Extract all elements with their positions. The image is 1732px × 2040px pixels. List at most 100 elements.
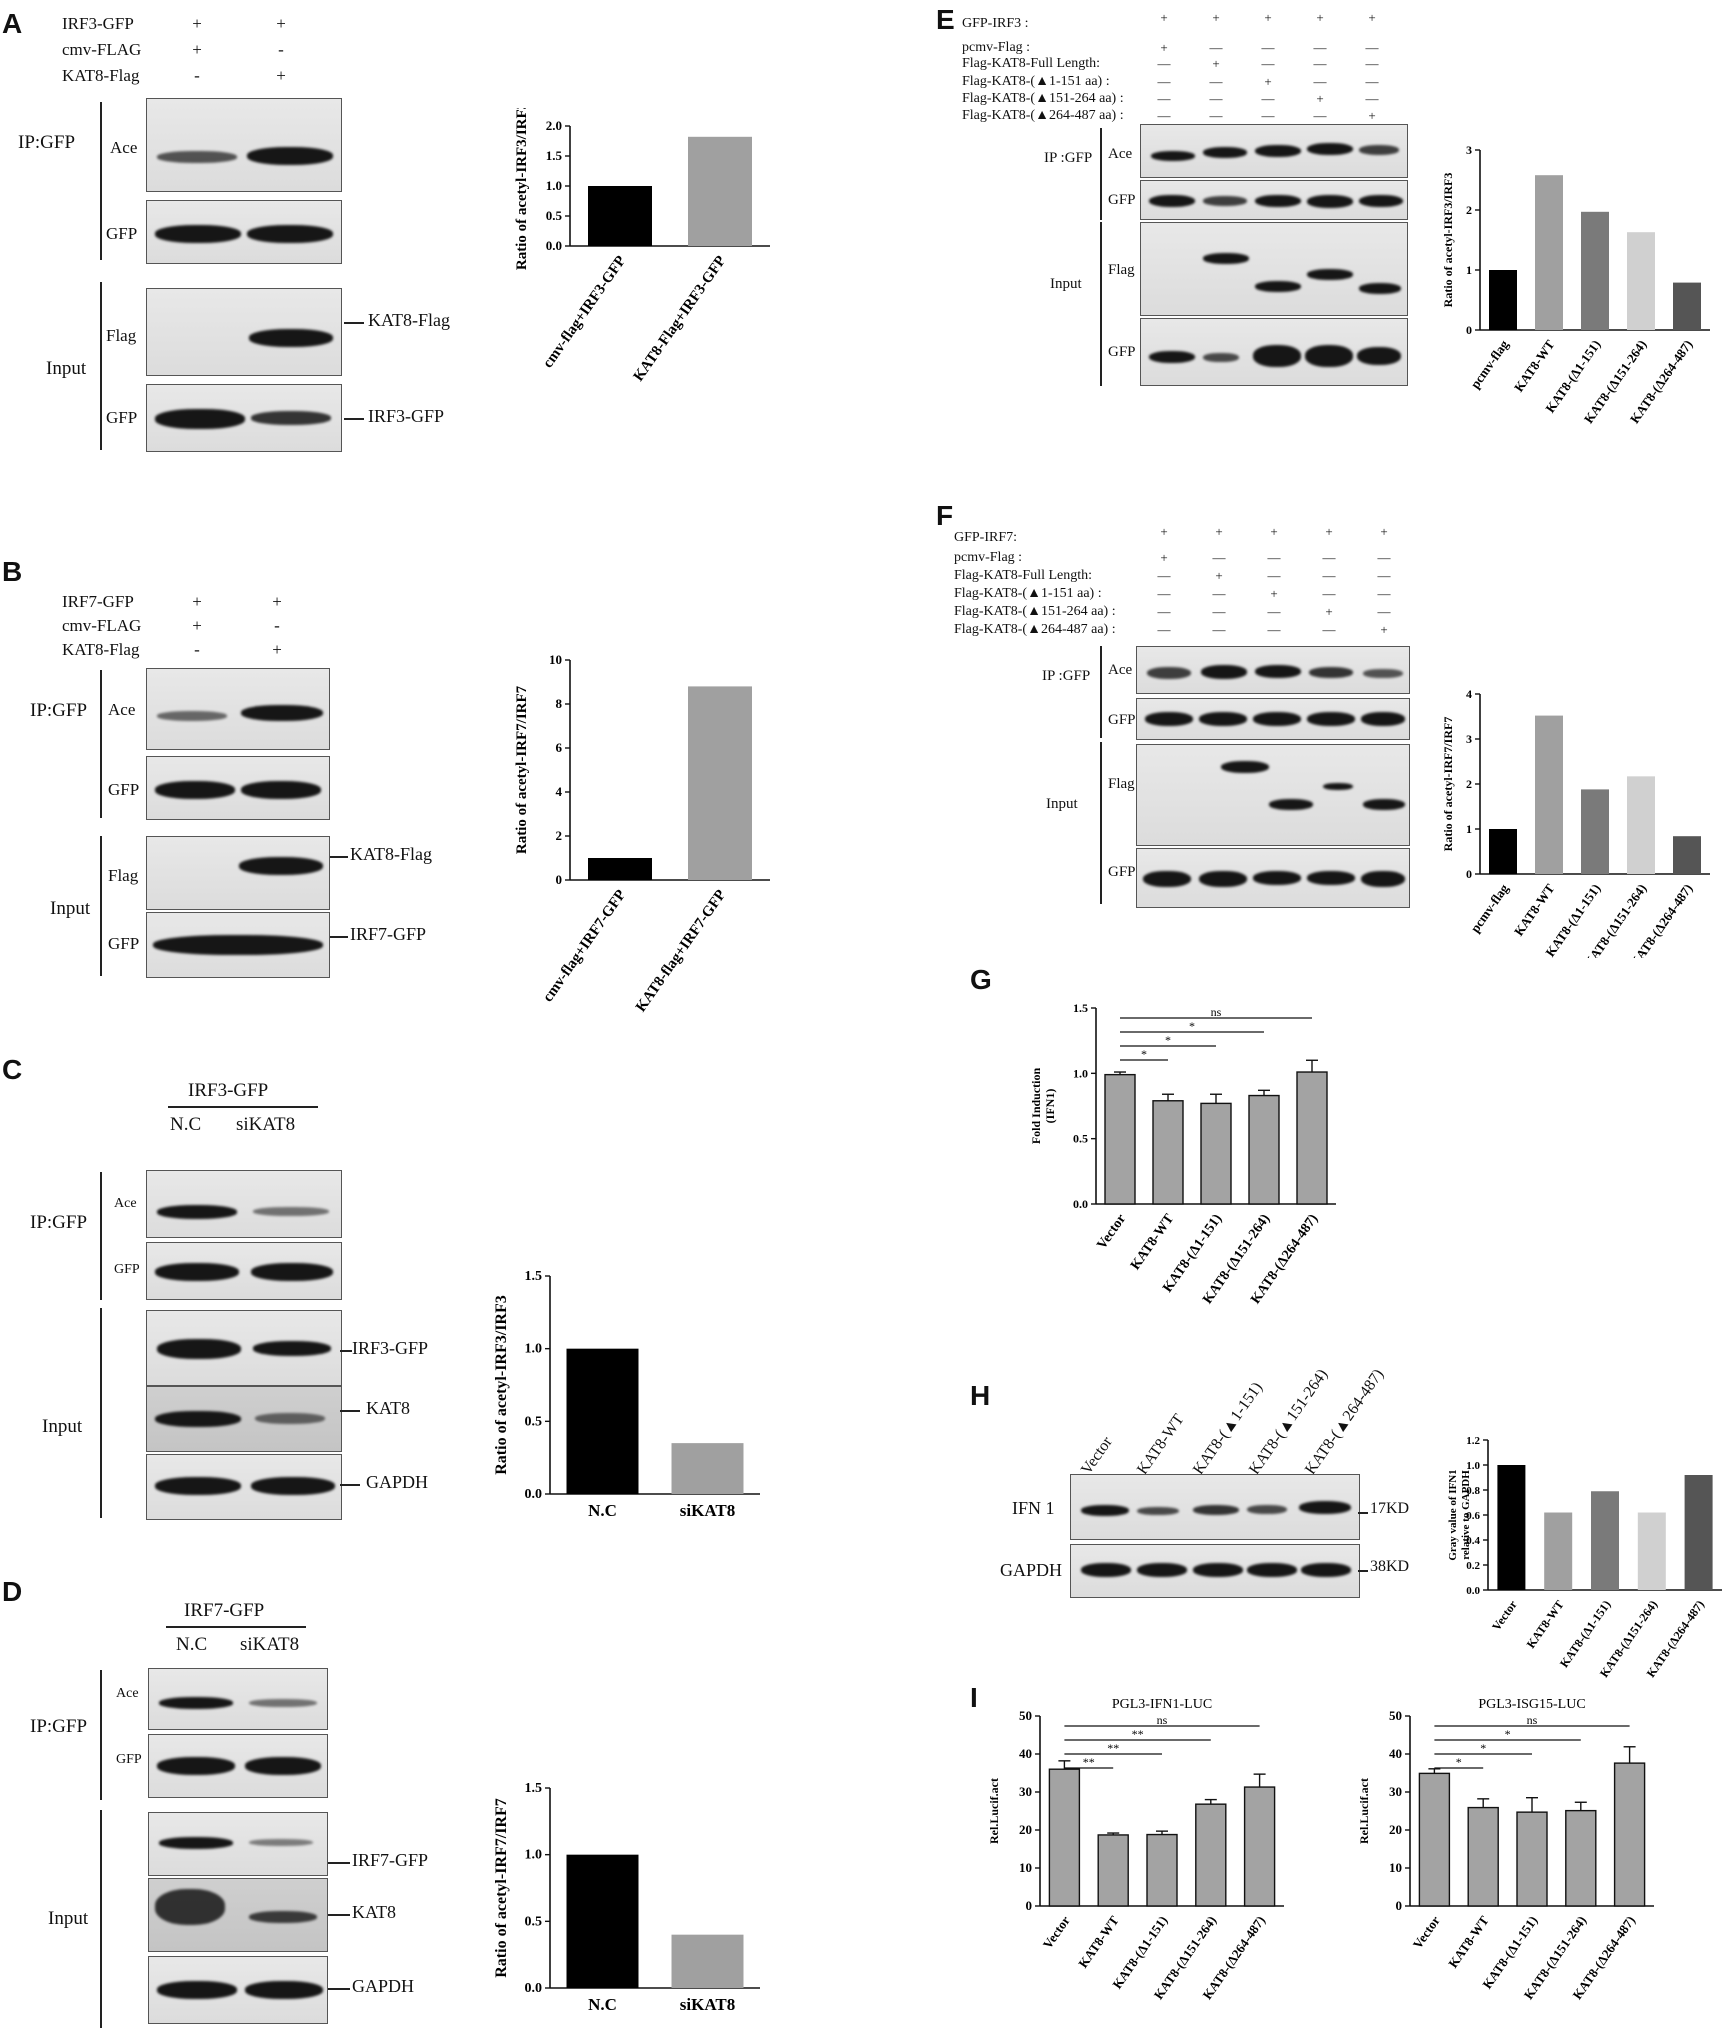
condition-sign: + — [1368, 108, 1376, 123]
significance-label: * — [1456, 1755, 1462, 1769]
bar — [1048, 1768, 1081, 1907]
condition-sign: — — [1322, 568, 1336, 583]
bar — [688, 686, 752, 880]
y-axis-label: Ratio of acetyl-IRF7/IRF7 — [493, 1798, 510, 1978]
y-tick-label: 1.0 — [525, 1848, 543, 1863]
y-tick-label: 2 — [556, 828, 563, 843]
condition-label: GFP-IRF7: — [954, 530, 1018, 545]
condition-sign: + — [272, 640, 282, 659]
panel-label-F: F — [936, 500, 954, 531]
band-pointer — [1358, 1512, 1368, 1514]
y-tick-label: 10 — [1019, 1860, 1032, 1875]
group-bracket — [100, 102, 102, 260]
condition-label: Flag-KAT8-(▲1-151 aa) : — [954, 586, 1102, 601]
y-tick-label: 0.0 — [525, 1981, 543, 1996]
condition-sign: — — [1377, 604, 1391, 619]
condition-sign: — — [1365, 74, 1379, 89]
condition-sign: + — [1160, 550, 1168, 565]
x-tick-label: N.C — [588, 1995, 617, 2014]
band-pointer — [340, 1350, 352, 1352]
y-tick-label: 0.5 — [1073, 1132, 1088, 1146]
x-tick-label: Vector — [1489, 1597, 1520, 1633]
condition-sign: + — [192, 40, 202, 59]
bar — [1418, 1772, 1451, 1907]
bar — [1467, 1806, 1499, 1907]
lane-label: N.C — [170, 1114, 202, 1135]
western-blot — [148, 1878, 328, 1952]
western-blot — [146, 668, 330, 750]
condition-sign: + — [1325, 604, 1333, 619]
band-label: 17KD — [1370, 1500, 1410, 1517]
lane-label: siKAT8 — [240, 1634, 300, 1655]
bar-chart-I-ISG15: 0 10 20 30 40 50 Rel.Lucif.act PGL3-ISG15-LUC Ve… — [1357, 1697, 1654, 2002]
condition-label: IRF7-GFP — [62, 592, 134, 611]
panel-label-C: C — [2, 1054, 23, 1085]
bar — [1489, 270, 1517, 330]
blot-label: Flag — [108, 866, 139, 885]
bar — [588, 186, 652, 246]
band-pointer — [344, 322, 364, 324]
condition-sign: + — [276, 66, 286, 85]
y-tick-label: 0.0 — [546, 238, 562, 253]
condition-sign: + — [1316, 91, 1324, 106]
bar — [671, 1443, 744, 1494]
x-tick-label: KAT8-WT — [1511, 881, 1558, 939]
group-bracket — [1100, 646, 1102, 738]
panel-label-B: B — [2, 556, 23, 587]
condition-sign: + — [1160, 10, 1168, 25]
condition-sign: — — [1365, 40, 1379, 55]
y-tick-label: 50 — [1389, 1708, 1402, 1723]
bar — [1535, 715, 1563, 874]
lane-label: Vector — [1078, 1433, 1116, 1478]
condition-sign: - — [274, 616, 280, 635]
y-tick-label: 4 — [1466, 687, 1472, 701]
condition-sign: + — [1215, 524, 1223, 539]
y-tick-label: 0.5 — [525, 1914, 543, 1929]
blot-label: GFP — [108, 780, 140, 799]
condition-label: Flag-KAT8-(▲151-264 aa) : — [954, 604, 1116, 619]
condition-sign: — — [1313, 40, 1327, 55]
condition-sign: — — [1261, 91, 1275, 106]
condition-sign: — — [1209, 108, 1223, 123]
western-blot — [148, 1812, 328, 1876]
condition-sign: — — [1157, 568, 1171, 583]
y-axis-label: Ratio of acetyl-IRF3/IRF3 — [493, 1295, 510, 1475]
condition-sign: — — [1322, 586, 1336, 601]
condition-sign: — — [1267, 604, 1281, 619]
significance-label: * — [1189, 1019, 1195, 1033]
band-label: KAT8 — [352, 1902, 396, 1922]
condition-sign: + — [192, 592, 202, 611]
blot-label: GFP — [1108, 864, 1136, 880]
western-blot — [146, 1454, 342, 1520]
x-tick-label: N.C — [588, 1501, 617, 1520]
input-label: Input — [1046, 796, 1078, 812]
western-blot — [1136, 698, 1410, 740]
significance-label: * — [1165, 1033, 1171, 1047]
condition-sign: + — [1160, 40, 1168, 55]
condition-sign: — — [1261, 40, 1275, 55]
western-blot — [148, 1734, 328, 1798]
y-tick-label: 0 — [1466, 323, 1472, 337]
band-pointer — [328, 1988, 350, 1990]
band-label: KAT8-Flag — [350, 844, 432, 864]
bar — [1627, 232, 1655, 330]
significance-label: * — [1505, 1727, 1511, 1741]
y-axis-label: Gray value of IFN1relative to GAPDH — [1447, 1469, 1472, 1560]
blot-label: Flag — [1108, 262, 1135, 278]
y-tick-label: 0.5 — [525, 1414, 543, 1429]
y-tick-label: 0 — [1396, 1898, 1403, 1913]
condition-sign: — — [1212, 550, 1226, 565]
western-blot — [146, 912, 330, 978]
y-axis-label-line: relative to GAPDH — [1460, 1470, 1472, 1560]
group-bracket — [100, 1172, 102, 1300]
x-tick-label: KAT8-flag+IRF7-GFP — [633, 887, 729, 1015]
y-tick-label: 1.0 — [546, 178, 562, 193]
significance-label: * — [1480, 1741, 1486, 1755]
significance-label: ** — [1107, 1741, 1119, 1755]
chart-title: PGL3-ISG15-LUC — [1478, 1697, 1585, 1712]
blot-label: GFP — [1108, 712, 1136, 728]
y-tick-label: 1.0 — [1466, 1460, 1480, 1472]
y-axis-label: Rel.Lucif.act — [1357, 1778, 1371, 1844]
condition-sign: — — [1212, 604, 1226, 619]
condition-label: pcmv-Flag : — [954, 550, 1023, 565]
